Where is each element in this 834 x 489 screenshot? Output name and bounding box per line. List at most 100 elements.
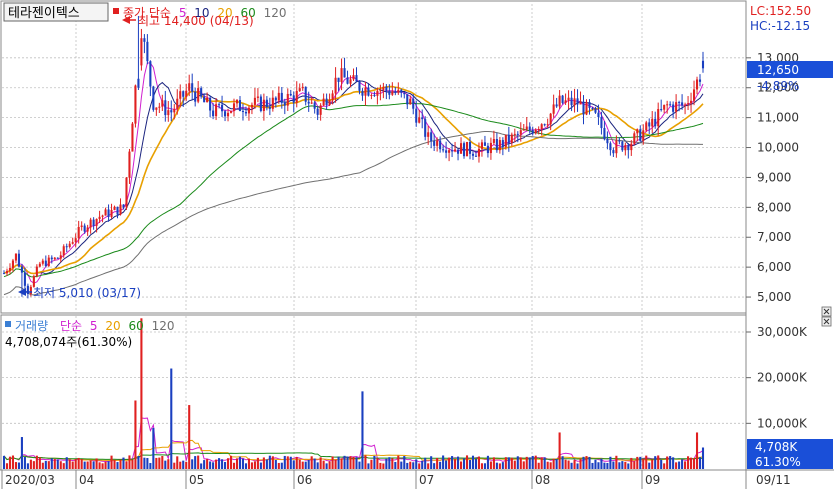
candle: [277, 86, 280, 104]
volume-bar: [77, 457, 80, 469]
candle: [268, 97, 271, 116]
candle: [343, 57, 346, 78]
volume-bar: [2, 455, 6, 469]
volume-bar: [322, 460, 325, 469]
volume-bar: [388, 457, 391, 469]
candle: [361, 88, 364, 101]
candle: [462, 141, 466, 159]
volume-bar: [158, 457, 161, 469]
volume-bar: [268, 455, 271, 469]
candle: [161, 94, 164, 111]
volume-bar: [457, 456, 460, 469]
vol-legend-ma20: 20: [105, 319, 120, 333]
candle: [295, 81, 298, 108]
x-tick-label: 05: [189, 473, 204, 487]
stock-name-box[interactable]: [3, 2, 109, 22]
volume-bar: [692, 458, 696, 469]
volume-bar: [666, 456, 669, 469]
candle: [235, 98, 239, 108]
candle: [113, 205, 116, 211]
candle: [367, 83, 370, 97]
volume-bar: [636, 456, 639, 469]
candle: [624, 142, 627, 156]
volume-bar: [316, 462, 319, 469]
candle: [44, 255, 47, 268]
volume-bar: [454, 459, 457, 469]
candle: [167, 101, 170, 122]
volume-bar: [286, 456, 289, 469]
candle: [594, 106, 597, 114]
candle: [355, 67, 358, 82]
candle: [549, 112, 552, 131]
candle: [229, 110, 233, 114]
x-tick-label: 04: [79, 473, 94, 487]
price-tick-label: 7,000: [757, 230, 791, 244]
volume-bar: [642, 458, 645, 469]
candle: [403, 92, 406, 99]
candle: [137, 15, 140, 90]
volume-bar: [385, 458, 388, 469]
volume-bar: [62, 463, 65, 469]
volume-bar: [53, 459, 56, 469]
candle: [597, 104, 600, 125]
candle: [283, 98, 286, 115]
volume-bar: [364, 455, 367, 469]
candle: [47, 254, 50, 268]
candle: [119, 198, 122, 216]
price-panel-close-button[interactable]: [821, 306, 832, 317]
candle: [492, 130, 495, 145]
volume-bar: [445, 460, 448, 469]
candle: [346, 70, 349, 85]
volume-bar: [406, 462, 409, 469]
x-axis: 2020/03 04 05 06 07 08 09 09/11: [1, 4, 791, 489]
candle: [101, 214, 104, 223]
last-change: -4.89%: [757, 79, 799, 93]
candle: [445, 141, 448, 159]
volume-bar: [235, 458, 239, 469]
candle: [672, 101, 675, 119]
candle: [698, 74, 702, 87]
candle: [23, 267, 26, 291]
volume-bar: [537, 462, 540, 469]
price-tick-label: 12,000: [757, 81, 799, 95]
volume-ma-type: 단순: [60, 319, 82, 333]
volume-bar: [209, 461, 212, 469]
candle: [325, 93, 328, 110]
volume-bar: [397, 455, 400, 469]
candle: [232, 98, 236, 117]
candle: [182, 90, 185, 107]
volume-bar: [412, 462, 415, 469]
volume-bar: [528, 457, 531, 469]
volume-bar: [26, 463, 29, 469]
volume-bar: [439, 461, 442, 469]
candle: [427, 125, 430, 145]
volume-panel-close-button[interactable]: [821, 316, 832, 327]
candle: [280, 87, 283, 109]
candle: [654, 111, 657, 129]
volume-bar: [352, 456, 355, 469]
candle: [666, 100, 669, 114]
volume-bar: [289, 456, 292, 469]
candle: [645, 120, 648, 133]
volume-bar: [403, 456, 406, 469]
volume-bar: [259, 462, 262, 469]
candle: [480, 139, 483, 157]
volume-bar: [194, 456, 197, 469]
candle: [310, 96, 313, 105]
candle: [110, 203, 113, 219]
price-tick-label: 11,000: [757, 111, 799, 125]
volume-bar: [459, 461, 463, 469]
volume-bar: [110, 455, 113, 469]
volume-title: 거래량: [15, 319, 48, 333]
stock-name[interactable]: 테라젠이텍스: [8, 6, 80, 21]
volume-bar: [35, 455, 38, 469]
volume-bar: [128, 455, 131, 469]
candle: [176, 89, 179, 115]
candle: [534, 128, 537, 135]
volume-bar: [495, 462, 498, 469]
candle: [385, 84, 388, 100]
volume-bar: [149, 463, 152, 469]
volume-bar: [684, 461, 687, 469]
x-tick-label: 06: [297, 473, 312, 487]
volume-bar: [698, 457, 702, 469]
